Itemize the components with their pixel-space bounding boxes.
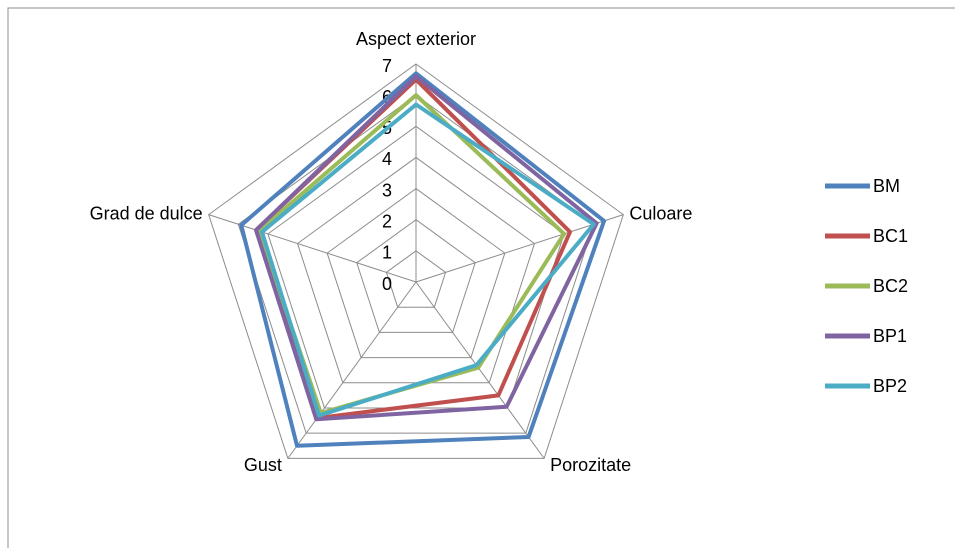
category-label: Porozitate xyxy=(550,455,631,475)
legend-label: BC2 xyxy=(873,276,908,296)
r-tick-label: 0 xyxy=(382,274,392,294)
spoke xyxy=(415,214,624,283)
chart-frame xyxy=(7,7,955,548)
grid-ring xyxy=(267,125,565,409)
legend-label: BP1 xyxy=(873,326,907,346)
category-label: Gust xyxy=(244,455,282,475)
grid-ring xyxy=(326,187,506,359)
spoke xyxy=(415,281,545,459)
r-tick-label: 4 xyxy=(382,149,392,169)
r-tick-label: 1 xyxy=(382,243,392,263)
r-tick-label: 2 xyxy=(382,211,392,231)
category-label: Aspect exterior xyxy=(356,29,476,49)
category-label: Culoare xyxy=(629,203,692,223)
series-line xyxy=(254,74,599,422)
series-line xyxy=(259,102,596,418)
legend-label: BM xyxy=(873,176,900,196)
spoke xyxy=(287,281,417,459)
r-tick-label: 7 xyxy=(382,56,392,76)
grid-ring xyxy=(385,250,447,308)
grid-ring xyxy=(356,219,476,333)
legend-label: BP2 xyxy=(873,376,907,396)
category-label: Grad de dulce xyxy=(90,203,203,223)
r-tick-label: 3 xyxy=(382,180,392,200)
series-line xyxy=(239,71,607,448)
grid-ring xyxy=(208,63,624,459)
legend-label: BC1 xyxy=(873,226,908,246)
